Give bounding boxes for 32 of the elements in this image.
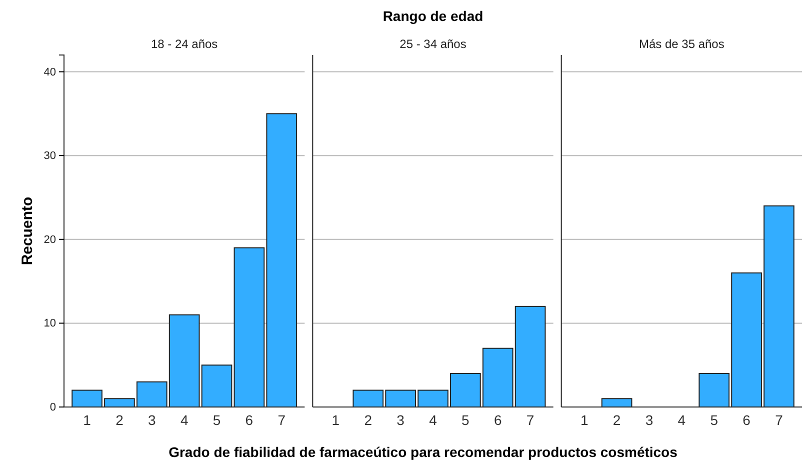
text: Rango de edad — [382, 8, 484, 24]
x-tick-label: 1 — [332, 412, 340, 428]
y-tick-label: 0 — [50, 402, 56, 414]
x-tick-label: 4 — [180, 412, 188, 428]
y-tick-label: 30 — [44, 150, 56, 162]
x-tick-label: 2 — [364, 412, 372, 428]
x-axis-title: Grado de fiabilidad de farmaceútico para recomendar productos cosméticos — [168, 444, 678, 460]
x-tick-label: 2 — [612, 412, 621, 428]
x-tick-label: 5 — [710, 412, 718, 428]
x-tick-label: 2 — [116, 412, 124, 428]
x-tick-label: 6 — [494, 412, 502, 428]
x-tick-label: 7 — [278, 412, 286, 428]
x-tick-label: 7 — [526, 412, 534, 428]
x-tick-label: 5 — [212, 412, 221, 428]
x-tick-label: 6 — [245, 412, 254, 428]
x-tick-label: 4 — [429, 412, 438, 428]
x-tick-label: 5 — [462, 412, 470, 428]
x-tick-label: 6 — [742, 412, 751, 428]
y-tick-label: 10 — [44, 318, 56, 330]
chart-title: 25 - 34 años — [400, 37, 466, 51]
y-tick-label: 40 — [44, 66, 56, 78]
chart-title: Más de 35 años — [638, 37, 724, 51]
x-tick-label: 1 — [580, 412, 588, 428]
x-tick-label: 3 — [645, 412, 654, 428]
y-axis-title: Recuento — [19, 196, 36, 266]
chart-title: 18 - 24 años — [150, 37, 218, 51]
x-tick-label: 1 — [83, 412, 92, 428]
y-tick-label: 20 — [44, 234, 56, 246]
x-tick-label: 4 — [678, 412, 686, 428]
x-tick-label: 3 — [396, 412, 405, 428]
x-tick-label: 7 — [775, 412, 784, 428]
x-tick-label: 3 — [148, 412, 156, 428]
